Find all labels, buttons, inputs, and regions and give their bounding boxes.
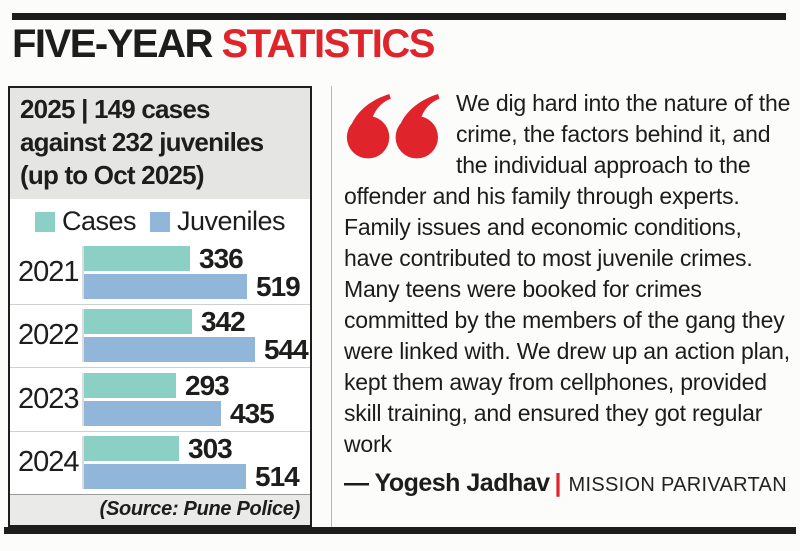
- bar-cases: [84, 436, 179, 462]
- chart-row-2021: 2021 336 519: [10, 241, 310, 304]
- legend-label-cases: Cases: [61, 206, 137, 236]
- bar-line: 342: [84, 306, 310, 338]
- bar-group: 336 519: [82, 242, 310, 302]
- bar-cases: [84, 245, 190, 271]
- bar-line: 303: [84, 433, 310, 465]
- bar-value: 293: [185, 369, 230, 401]
- bar-line: 336: [84, 242, 310, 274]
- stats-panel: 2025 | 149 cases against 232 juveniles (…: [8, 86, 312, 527]
- quote-mark-icon: [346, 94, 440, 159]
- bar-group: 293 435: [82, 369, 310, 429]
- bar-cases: [84, 372, 176, 398]
- quote-text: We dig hard into the nature of the crime…: [344, 90, 791, 457]
- year-label: 2022: [18, 319, 80, 352]
- legend-item-juveniles: Juveniles: [149, 206, 286, 237]
- juveniles-swatch: [149, 211, 170, 232]
- legend-item-cases: Cases: [34, 206, 137, 237]
- bar-juveniles: [84, 273, 247, 299]
- year-label: 2024: [18, 446, 80, 479]
- page-title: FIVE-YEAR STATISTICS: [12, 22, 435, 67]
- chart-row-2024: 2024 303 514: [10, 430, 310, 495]
- bar-juveniles: [84, 337, 255, 363]
- bar-value: 519: [256, 270, 301, 302]
- bottom-rule: [4, 527, 796, 534]
- title-black: FIVE-YEAR: [12, 22, 213, 66]
- chart-rows: 2021 336 519 2022 342 544 2023 293 435 2024 303 514: [10, 241, 310, 494]
- cases-swatch: [34, 211, 55, 232]
- bar-group: 342 544: [82, 306, 310, 366]
- chart-row-2023: 2023 293 435: [10, 367, 310, 431]
- bar-value: 435: [230, 397, 275, 429]
- bar-cases: [84, 309, 192, 335]
- bar-line: 293: [84, 369, 310, 401]
- chart-legend: Cases Juveniles: [10, 199, 310, 241]
- top-rule: [12, 13, 786, 20]
- chart-row-2022: 2022 342 544: [10, 303, 310, 368]
- bar-value: 303: [188, 433, 233, 465]
- bar-line: 519: [84, 270, 310, 302]
- bar-juveniles: [84, 400, 221, 426]
- quote-panel: We dig hard into the nature of the crime…: [344, 88, 796, 498]
- year-label: 2023: [18, 382, 80, 415]
- bar-value: 514: [255, 461, 300, 493]
- legend-label-juveniles: Juveniles: [176, 206, 286, 236]
- source-note: (Source: Pune Police): [10, 494, 310, 525]
- bar-line: 544: [84, 334, 310, 366]
- panel-divider: [331, 86, 332, 527]
- title-red: STATISTICS: [221, 22, 435, 66]
- attribution-separator: |: [554, 469, 562, 497]
- quote-organization: MISSION PARIVARTAN: [568, 474, 787, 496]
- bar-line: 514: [84, 461, 310, 493]
- bar-value: 342: [201, 306, 246, 338]
- bar-value: 336: [199, 242, 244, 274]
- quote-author: — Yogesh Jadhav: [344, 469, 550, 497]
- year-label: 2021: [18, 255, 80, 288]
- panel-header: 2025 | 149 cases against 232 juveniles (…: [10, 88, 310, 199]
- bar-line: 435: [84, 397, 310, 429]
- bar-group: 303 514: [82, 433, 310, 493]
- quote-attribution: — Yogesh Jadhav | MISSION PARIVARTAN: [344, 469, 796, 498]
- bar-value: 544: [264, 334, 309, 366]
- bar-juveniles: [84, 464, 246, 490]
